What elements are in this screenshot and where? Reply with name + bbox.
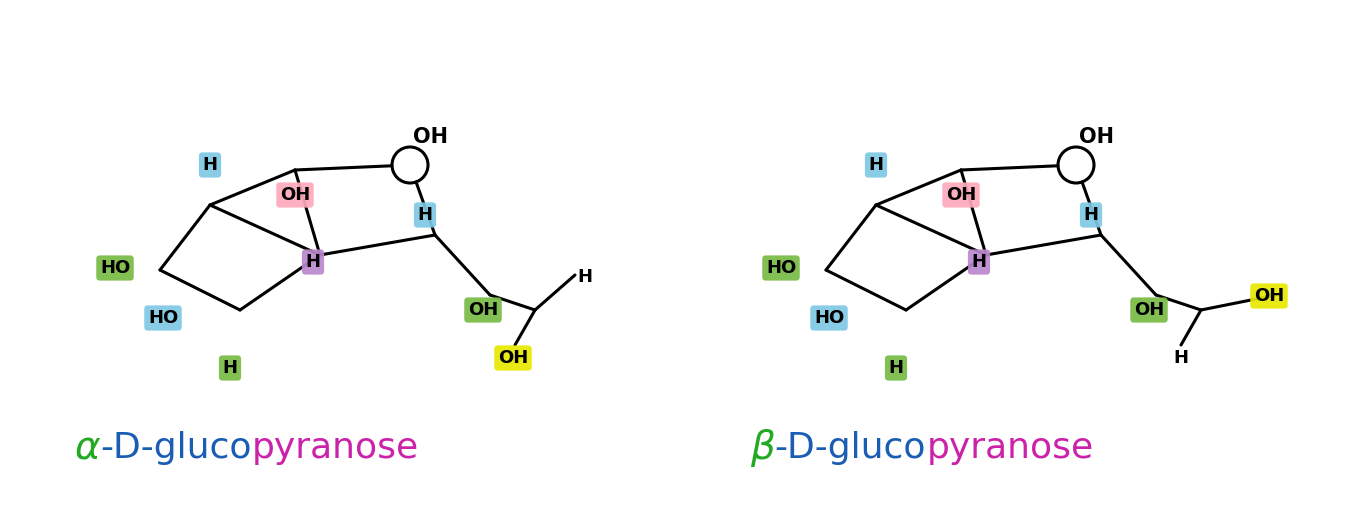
- Text: HO: HO: [100, 259, 130, 277]
- Text: OH: OH: [413, 127, 448, 147]
- Text: H: H: [306, 253, 321, 271]
- Text: β: β: [750, 429, 775, 467]
- Text: -D-gluco: -D-gluco: [775, 431, 926, 465]
- Text: pyranose: pyranose: [926, 431, 1093, 465]
- Text: OH: OH: [280, 186, 310, 204]
- Text: OH: OH: [497, 349, 529, 367]
- Text: pyranose: pyranose: [253, 431, 419, 465]
- Text: HO: HO: [766, 259, 796, 277]
- Text: H: H: [869, 156, 884, 174]
- Text: OH: OH: [945, 186, 977, 204]
- Text: OH: OH: [1134, 301, 1164, 319]
- Text: H: H: [1173, 349, 1188, 367]
- Text: H: H: [971, 253, 986, 271]
- Text: OH: OH: [469, 301, 499, 319]
- Text: H: H: [578, 268, 593, 286]
- Text: -D-gluco: -D-gluco: [101, 431, 253, 465]
- Text: H: H: [888, 359, 903, 377]
- Text: OH: OH: [1079, 127, 1113, 147]
- Text: H: H: [202, 156, 217, 174]
- Text: HO: HO: [814, 309, 844, 327]
- Text: H: H: [418, 206, 433, 224]
- Text: H: H: [1083, 206, 1098, 224]
- Text: HO: HO: [148, 309, 178, 327]
- Text: α: α: [75, 429, 101, 467]
- Text: OH: OH: [1254, 287, 1284, 305]
- Text: H: H: [223, 359, 238, 377]
